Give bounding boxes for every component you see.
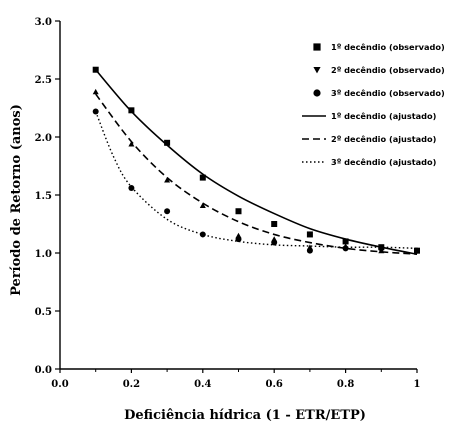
data-point-series-3: [271, 239, 278, 246]
data-point-series-2: [128, 141, 135, 147]
data-point-series-2: [164, 177, 171, 183]
observed-markers: [92, 66, 420, 254]
data-point-series-3: [92, 108, 99, 115]
y-tick-label: 0.5: [35, 307, 52, 318]
data-point-series-1: [235, 208, 242, 215]
fit-line-2: [95, 93, 418, 255]
data-point-series-1: [342, 238, 349, 245]
data-point-series-3: [342, 245, 349, 252]
y-tick-label: 1.5: [35, 191, 52, 202]
x-tick-label: 0.8: [337, 379, 354, 390]
x-tick-label: 0.2: [123, 379, 140, 390]
legend-label: 1º decêndio (observado): [331, 42, 445, 52]
data-point-series-1: [164, 139, 171, 146]
y-tick-label: 2.5: [35, 75, 52, 86]
data-point-series-3: [164, 208, 171, 215]
data-point-series-1: [92, 66, 99, 73]
fit-line-1: [95, 69, 418, 255]
y-tick-label: 0.0: [35, 365, 52, 376]
data-point-series-1: [306, 231, 313, 238]
y-axis-title: Período de Retorno (anos): [9, 104, 24, 296]
data-point-series-3: [306, 247, 313, 254]
data-point-series-3: [128, 185, 135, 192]
legend-marker-1: [313, 43, 321, 51]
axes: 0.0 0.2 0.4 0.6 0.8 1 0.0 0.5 1.0 1.5 2.0 2.5 3.0: [35, 17, 421, 390]
x-tick-label: 0.4: [194, 379, 211, 390]
data-point-series-1: [128, 107, 135, 114]
legend-label: 3º decêndio (observado): [331, 88, 445, 98]
data-point-series-3: [199, 231, 206, 238]
data-point-series-3: [378, 245, 385, 252]
legend-marker-2: [313, 66, 321, 74]
legend-background: [299, 33, 451, 173]
y-tick-label: 1.0: [35, 249, 52, 260]
fit-line-3: [95, 111, 418, 250]
y-tick-label: 3.0: [35, 17, 52, 28]
legend-label: 2º decêndio (ajustado): [331, 134, 437, 144]
data-point-series-1: [271, 221, 278, 227]
y-tick-label: 2.0: [35, 133, 52, 144]
legend-label: 3º decêndio (ajustado): [331, 157, 437, 167]
x-tick-label: 1: [414, 379, 421, 390]
fitted-curves: [95, 69, 418, 255]
data-point-series-1: [199, 174, 206, 181]
legend-label: 1º decêndio (ajustado): [331, 111, 437, 121]
x-tick-label: 0.0: [51, 379, 68, 390]
data-point-series-3: [414, 247, 420, 254]
legend-label: 2º decêndio (observado): [331, 65, 445, 75]
legend: 1º decêndio (observado) 2º decêndio (obse…: [299, 33, 451, 173]
data-point-series-2: [199, 202, 206, 208]
data-point-series-3: [235, 236, 242, 243]
x-axis-title: Deficiência hídrica (1 - ETR/ETP): [124, 408, 366, 423]
x-tick-label: 0.6: [265, 379, 282, 390]
legend-marker-3: [313, 89, 321, 97]
data-point-series-2: [92, 88, 99, 95]
